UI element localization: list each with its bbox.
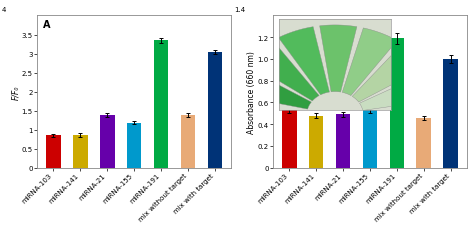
Bar [100,116,115,168]
Text: 4: 4 [2,7,7,13]
Bar [154,41,168,168]
Text: B: B [279,19,286,29]
Bar [390,39,404,168]
Bar [127,123,142,168]
Y-axis label: F/F₀: F/F₀ [11,85,20,99]
Bar [181,116,195,168]
Bar [363,111,377,168]
Bar [282,111,297,168]
Bar [46,136,61,168]
Bar [443,60,458,168]
Bar [336,115,350,168]
Y-axis label: Absorbance (660 nm): Absorbance (660 nm) [247,51,256,134]
Text: A: A [43,19,50,29]
Bar [417,118,431,168]
Bar [73,136,88,168]
Bar [309,116,323,168]
Text: 1.4: 1.4 [234,7,245,13]
Bar [208,52,222,168]
